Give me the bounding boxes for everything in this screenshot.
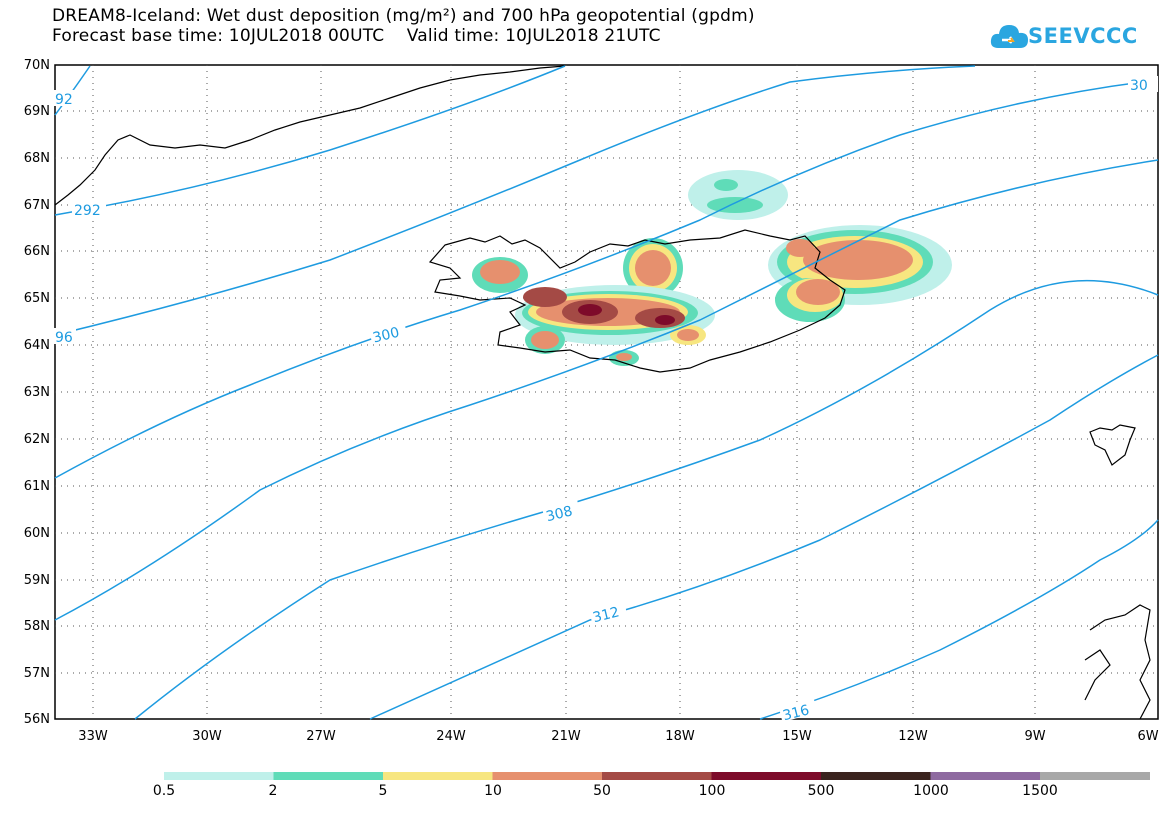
colorbar-swatch-4 [602,772,712,780]
colorbar-label-2: 2 [268,783,278,799]
greenland-coastline [54,65,566,206]
lon-label-9w: 9W [1024,729,1045,744]
colorbar-label-10: 10 [484,783,502,799]
lon-label-27w: 27W [306,729,336,744]
lat-label-67n: 67N [24,198,50,213]
lon-label-33w: 33W [78,729,108,744]
lon-label-30w: 30W [192,729,222,744]
seevccc-logo: SEEVCCC [990,18,1140,58]
lat-label-68n: 68N [24,151,50,166]
map-title: DREAM8-Iceland: Wet dust deposition (mg/… [52,6,755,26]
lat-label-60n: 60N [24,526,50,541]
contour-label-308: 308 [544,503,574,525]
latitude-labels: 70N 69N 68N 67N 66N 65N 64N 63N 62N 61N … [24,58,50,727]
lon-label-15w: 15W [782,729,812,744]
contour-label-30: 30 [1130,78,1148,94]
colorbar-label-0.5: 0.5 [152,783,176,799]
contour-label-292: 292 [74,203,101,219]
lat-label-65n: 65N [24,291,50,306]
contour-label-316: 316 [781,702,811,724]
colorbar-label-1500: 1500 [1022,783,1058,799]
colorbar-swatch-5 [711,772,822,780]
lat-label-58n: 58N [24,619,50,634]
iceland-coastline [428,229,846,373]
colorbar-swatch-6 [821,772,931,780]
contour-labels: 92 292 96 300 308 312 316 30 [54,76,1158,724]
contour-316 [759,519,1159,720]
lat-label-56n: 56N [24,712,50,727]
grid-lines [55,65,1158,719]
contour-300 [54,79,1159,479]
contour-312 [369,354,1159,720]
logo-text: SEEVCCC [1028,24,1138,48]
lat-label-66n: 66N [24,244,50,259]
lon-label-21w: 21W [551,729,581,744]
lat-label-64n: 64N [24,338,50,353]
colorbar-label-500: 500 [807,783,835,799]
lat-label-59n: 59N [24,573,50,588]
scotland-coastline [1084,604,1151,720]
geopotential-contours [54,65,1159,720]
dust-deposition-field [472,170,952,366]
contour-label-92: 92 [55,92,73,108]
colorbar-label-5: 5 [378,783,388,799]
lat-label-57n: 57N [24,666,50,681]
colorbar-swatch-0 [164,772,274,780]
contour-label-312: 312 [591,604,621,626]
lon-label-6w: 6W [1137,729,1158,744]
lon-label-18w: 18W [665,729,695,744]
colorbar-swatch-3 [492,772,603,780]
cloud-icon [990,25,1028,48]
map-subtitle: Forecast base time: 10JUL2018 00UTC Vali… [52,26,661,46]
colorbar-label-1000: 1000 [913,783,949,799]
contour-label-96: 96 [55,330,73,346]
colorbar-label-100: 100 [698,783,726,799]
colorbar [164,772,1150,780]
coastlines [54,65,1151,720]
colorbar-label-50: 50 [593,783,611,799]
lon-label-24w: 24W [436,729,466,744]
contour-label-300: 300 [371,325,401,347]
lat-label-70n: 70N [24,58,50,73]
contour-292 [54,65,566,216]
faroe-islands-coastline [1089,424,1136,466]
lat-label-63n: 63N [24,385,50,400]
contour-308 [134,279,1159,720]
lat-label-62n: 62N [24,432,50,447]
longitude-labels: 33W 30W 27W 24W 21W 18W 15W 12W 9W 6W [78,729,1158,744]
lat-label-69n: 69N [24,104,50,119]
colorbar-swatch-8 [1040,772,1150,780]
contour-304 [54,159,1159,621]
lon-label-12w: 12W [898,729,928,744]
colorbar-swatch-2 [383,772,493,780]
lat-label-61n: 61N [24,479,50,494]
colorbar-swatch-7 [930,772,1041,780]
contour-296 [54,65,976,336]
colorbar-swatch-1 [273,772,384,780]
